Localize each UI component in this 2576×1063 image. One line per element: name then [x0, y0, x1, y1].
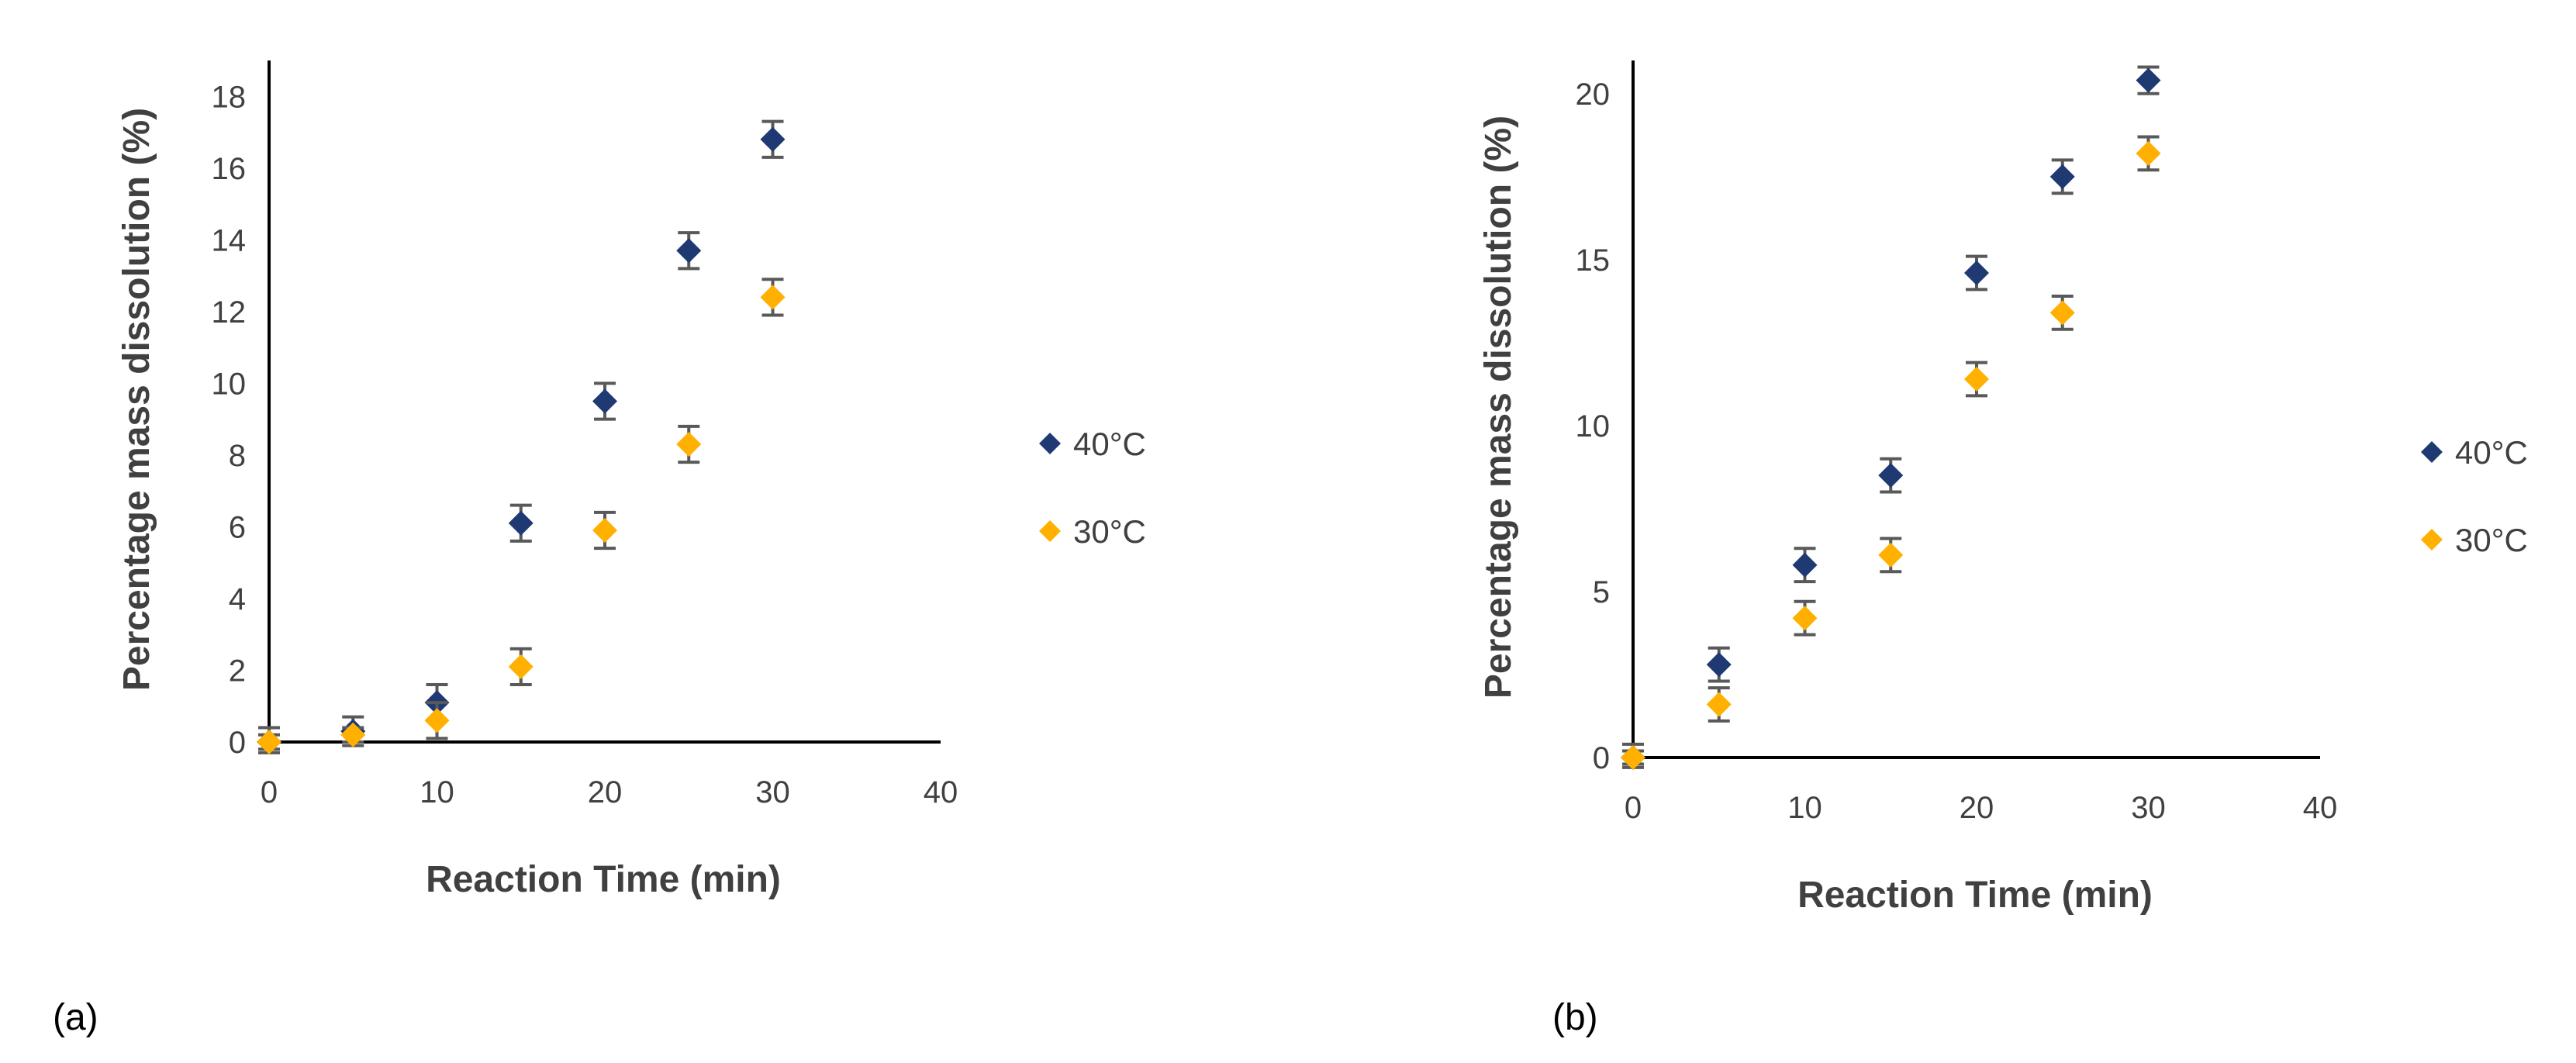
data-point — [1878, 542, 1904, 568]
data-point — [1964, 260, 1989, 285]
legend-marker — [2421, 441, 2443, 463]
data-point — [2049, 164, 2075, 189]
data-point — [760, 285, 786, 310]
data-point — [1706, 692, 1732, 717]
data-point — [1964, 366, 1989, 392]
x-tick-label: 20 — [1960, 791, 1994, 825]
x-tick-label: 40 — [2303, 791, 2338, 825]
data-point — [1792, 552, 1818, 578]
legend-marker — [1039, 433, 1061, 454]
y-tick-label: 0 — [229, 726, 246, 760]
data-point — [424, 708, 450, 733]
x-tick-label: 20 — [588, 775, 623, 809]
y-tick-label: 16 — [212, 152, 247, 186]
y-tick-label: 14 — [212, 223, 247, 257]
y-tick-label: 2 — [229, 654, 246, 688]
series-forty-b — [1621, 65, 2161, 770]
y-tick-label: 8 — [229, 439, 246, 473]
legend-label: 40°C — [1073, 426, 1146, 462]
legend-b: 40°C 30°C — [2421, 434, 2528, 558]
x-axis-title-a: Reaction Time (min) — [426, 859, 781, 900]
data-point — [508, 654, 534, 679]
x-axis-title-b: Reaction Time (min) — [1797, 875, 2153, 916]
y-tick-label: 10 — [1576, 409, 1611, 443]
x-tick-label: 10 — [1787, 791, 1822, 825]
data-point — [760, 126, 786, 152]
y-tick-label: 6 — [229, 510, 246, 544]
data-point — [676, 238, 702, 264]
y-tick-label: 15 — [1576, 243, 1611, 278]
y-axis-title-b: Percentage mass dissolution (%) — [1478, 116, 1519, 699]
data-point — [1621, 745, 1645, 770]
data-point — [257, 730, 281, 754]
series-thirty-a — [257, 278, 786, 754]
data-point — [1792, 606, 1818, 631]
legend-a: 40°C 30°C — [1039, 426, 1146, 550]
data-point — [2136, 67, 2161, 93]
legend-label: 40°C — [2455, 434, 2528, 471]
data-point — [592, 518, 617, 544]
legend-marker — [1039, 520, 1061, 542]
y-tick-label: 0 — [1593, 741, 1610, 775]
x-tick-label: 30 — [755, 775, 790, 809]
x-tick-label: 40 — [924, 775, 958, 809]
y-axis-title-a: Percentage mass dissolution (%) — [116, 108, 157, 691]
panel-label-b: (b) — [1552, 997, 1598, 1038]
x-tick-label: 30 — [2131, 791, 2166, 825]
x-tick-label: 0 — [261, 775, 278, 809]
y-tick-label: 18 — [212, 80, 247, 114]
data-point — [2049, 300, 2075, 326]
data-point — [592, 388, 617, 414]
x-tick-label: 10 — [420, 775, 454, 809]
data-point — [2136, 140, 2161, 166]
legend-label: 30°C — [2455, 522, 2528, 558]
y-tick-label: 20 — [1576, 78, 1611, 112]
chart-panel-b: (b) Reaction Time (min) Percentage mass … — [1478, 60, 2528, 1038]
legend-label: 30°C — [1073, 513, 1146, 550]
y-tick-label: 5 — [1593, 575, 1610, 609]
data-point — [1878, 463, 1904, 488]
y-tick-label: 12 — [212, 295, 247, 330]
data-point — [676, 432, 702, 457]
y-tick-label: 4 — [229, 582, 246, 616]
series-thirty-b — [1621, 135, 2161, 770]
data-point — [340, 722, 366, 747]
legend-marker — [2421, 529, 2443, 550]
panel-label-a: (a) — [53, 997, 98, 1038]
data-point — [1706, 652, 1732, 678]
y-tick-label: 10 — [212, 367, 247, 401]
x-tick-label: 0 — [1625, 791, 1642, 825]
chart-panel-a: (a) Reaction Time (min) Percentage mass … — [53, 60, 1146, 1038]
data-point — [508, 510, 534, 536]
